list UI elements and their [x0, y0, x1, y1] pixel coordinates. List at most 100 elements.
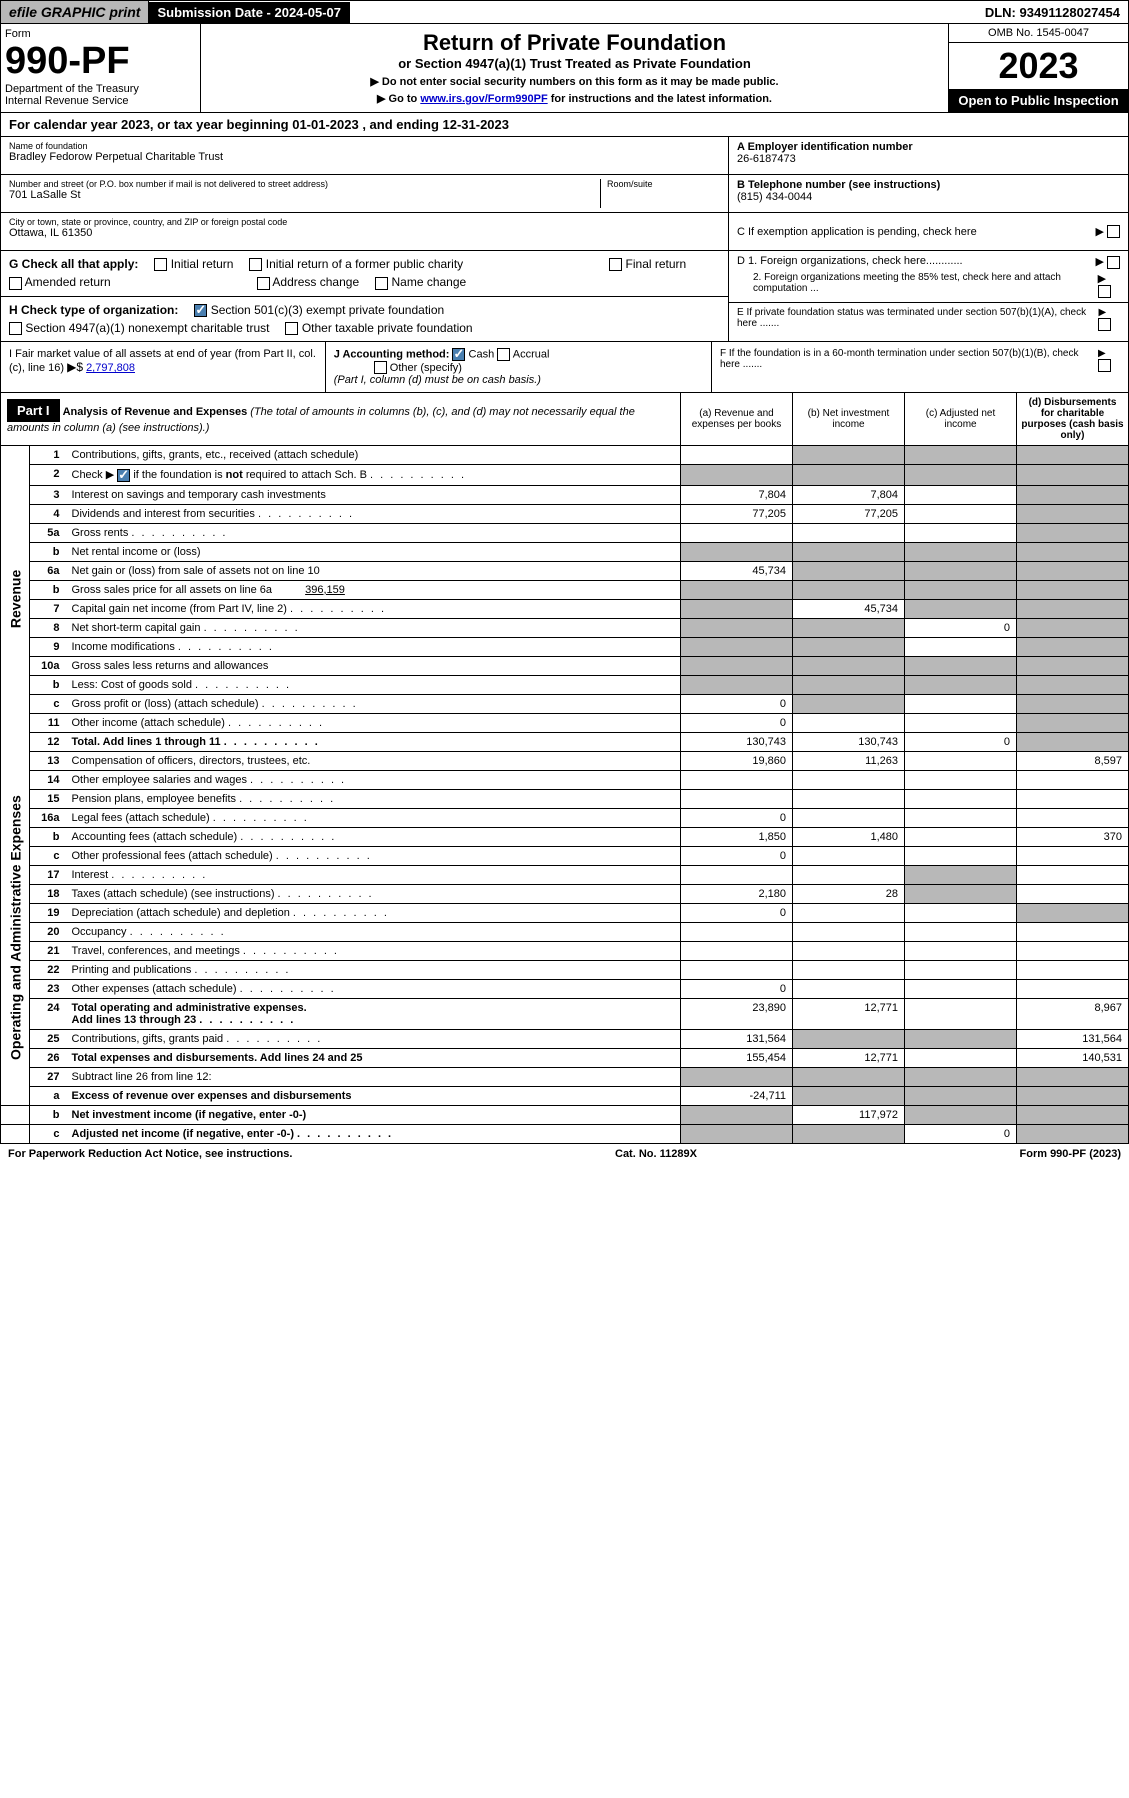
row-6b: bGross sales price for all assets on lin… [1, 580, 1129, 599]
row-11: 11Other income (attach schedule) 0 [1, 713, 1129, 732]
row-10b: bLess: Cost of goods sold [1, 675, 1129, 694]
col-a-header: (a) Revenue and expenses per books [680, 393, 792, 445]
ein-value: 26-6187473 [737, 153, 1120, 165]
g-opt-2: Final return [626, 257, 687, 271]
row-13: Operating and Administrative Expenses 13… [1, 751, 1129, 770]
form-label: Form [5, 28, 196, 40]
g-label: G Check all that apply: [9, 257, 138, 271]
row-16b: bAccounting fees (attach schedule) 1,850… [1, 827, 1129, 846]
cb-60-month[interactable] [1098, 359, 1111, 372]
form-url-link[interactable]: www.irs.gov/Form990PF [420, 93, 547, 105]
j-other: Other (specify) [390, 362, 462, 374]
cb-initial-former[interactable] [249, 258, 262, 271]
part-1-title: Analysis of Revenue and Expenses [63, 406, 248, 418]
cb-other-taxable[interactable] [285, 322, 298, 335]
row-5a: 5aGross rents [1, 523, 1129, 542]
subtitle: or Section 4947(a)(1) Trust Treated as P… [207, 56, 942, 71]
part-1-label: Part I [7, 399, 60, 422]
row-7: 7Capital gain net income (from Part IV, … [1, 599, 1129, 618]
efile-print-button[interactable]: efile GRAPHIC print [1, 1, 149, 23]
cb-other-method[interactable] [374, 361, 387, 374]
form-ref: Form 990-PF (2023) [1020, 1148, 1122, 1160]
ein-label: A Employer identification number [737, 141, 1120, 153]
d2-label: 2. Foreign organizations meeting the 85%… [737, 272, 1098, 298]
cb-foreign-org[interactable] [1107, 256, 1120, 269]
row-17: 17Interest [1, 865, 1129, 884]
row-12: 12Total. Add lines 1 through 11 130,7431… [1, 732, 1129, 751]
cb-cash[interactable] [452, 348, 465, 361]
row-8: 8Net short-term capital gain 0 [1, 618, 1129, 637]
row-16c: cOther professional fees (attach schedul… [1, 846, 1129, 865]
row-20: 20Occupancy [1, 922, 1129, 941]
address-label: Number and street (or P.O. box number if… [9, 179, 600, 189]
row-27a: aExcess of revenue over expenses and dis… [1, 1086, 1129, 1105]
g-opt-0: Initial return [171, 257, 234, 271]
phone-value: (815) 434-0044 [737, 191, 1120, 203]
j-label: J Accounting method: [334, 349, 450, 361]
h-opt1: Section 501(c)(3) exempt private foundat… [211, 303, 444, 317]
cb-accrual[interactable] [497, 348, 510, 361]
g-opt-3: Amended return [25, 275, 111, 289]
j-note: (Part I, column (d) must be on cash basi… [334, 374, 541, 386]
j-cash: Cash [469, 349, 495, 361]
phone-label: B Telephone number (see instructions) [737, 179, 1120, 191]
row-19: 19Depreciation (attach schedule) and dep… [1, 903, 1129, 922]
entity-info: Name of foundation Bradley Fedorow Perpe… [0, 137, 1129, 342]
section-g: G Check all that apply: Initial return I… [1, 251, 728, 297]
top-bar: efile GRAPHIC print Submission Date - 20… [0, 0, 1129, 24]
row-27: 27Subtract line 26 from line 12: [1, 1067, 1129, 1086]
fmv-value[interactable]: 2,797,808 [86, 362, 135, 374]
i-arrow: ▶$ [67, 360, 83, 374]
omb-number: OMB No. 1545-0047 [949, 24, 1128, 43]
cb-final-return[interactable] [609, 258, 622, 271]
f-label: F If the foundation is in a 60-month ter… [720, 348, 1098, 386]
row-10a: 10aGross sales less returns and allowanc… [1, 656, 1129, 675]
row-15: 15Pension plans, employee benefits [1, 789, 1129, 808]
dept-line1: Department of the Treasury [5, 83, 196, 95]
room-label: Room/suite [607, 179, 720, 189]
row-6a: 6aNet gain or (loss) from sale of assets… [1, 561, 1129, 580]
city-value: Ottawa, IL 61350 [9, 227, 720, 239]
part-1-header: Part I Analysis of Revenue and Expenses … [0, 393, 1129, 446]
h-opt3: Other taxable private foundation [302, 321, 473, 335]
row-2: 2Check ▶ if the foundation is not requir… [1, 465, 1129, 486]
street-address: 701 LaSalle St [9, 189, 600, 201]
row-23: 23Other expenses (attach schedule) 0 [1, 979, 1129, 998]
part-1-table: Revenue 1Contributions, gifts, grants, e… [0, 446, 1129, 1144]
row-27c: cAdjusted net income (if negative, enter… [1, 1124, 1129, 1143]
cb-4947a1[interactable] [9, 322, 22, 335]
row-24: 24Total operating and administrative exp… [1, 998, 1129, 1029]
h-label: H Check type of organization: [9, 303, 178, 317]
cb-amended[interactable] [9, 277, 22, 290]
form-header: Form 990-PF Department of the Treasury I… [0, 24, 1129, 113]
dept-line2: Internal Revenue Service [5, 95, 196, 107]
row-4: 4Dividends and interest from securities … [1, 504, 1129, 523]
instruction-1: ▶ Do not enter social security numbers o… [207, 75, 942, 88]
cb-status-terminated[interactable] [1098, 318, 1111, 331]
instr2-post: for instructions and the latest informat… [548, 93, 772, 105]
section-h: H Check type of organization: Section 50… [1, 297, 728, 342]
cb-sch-b[interactable] [117, 469, 130, 482]
cb-85pct[interactable] [1098, 285, 1111, 298]
tax-year: 2023 [949, 43, 1128, 89]
foundation-name: Bradley Fedorow Perpetual Charitable Tru… [9, 151, 720, 163]
i-label: I Fair market value of all assets at end… [9, 348, 316, 374]
g-opt-1: Initial return of a former public charit… [266, 257, 463, 271]
cb-501c3[interactable] [194, 304, 207, 317]
row-25: 25Contributions, gifts, grants paid 131,… [1, 1029, 1129, 1048]
row-26: 26Total expenses and disbursements. Add … [1, 1048, 1129, 1067]
calendar-year-row: For calendar year 2023, or tax year begi… [0, 113, 1129, 137]
cb-address-change[interactable] [257, 277, 270, 290]
cb-name-change[interactable] [375, 277, 388, 290]
g-opt-4: Address change [272, 275, 359, 289]
main-title: Return of Private Foundation [207, 30, 942, 56]
hij-row: I Fair market value of all assets at end… [0, 342, 1129, 393]
g-opt-5: Name change [391, 275, 466, 289]
expenses-side-label: Operating and Administrative Expenses [1, 751, 30, 1105]
cb-initial-return[interactable] [154, 258, 167, 271]
col-b-header: (b) Net investment income [792, 393, 904, 445]
submission-date: Submission Date - 2024-05-07 [149, 2, 350, 23]
form-number: 990-PF [5, 40, 196, 83]
cb-exemption-pending[interactable] [1107, 225, 1120, 238]
col-d-header: (d) Disbursements for charitable purpose… [1016, 393, 1128, 445]
